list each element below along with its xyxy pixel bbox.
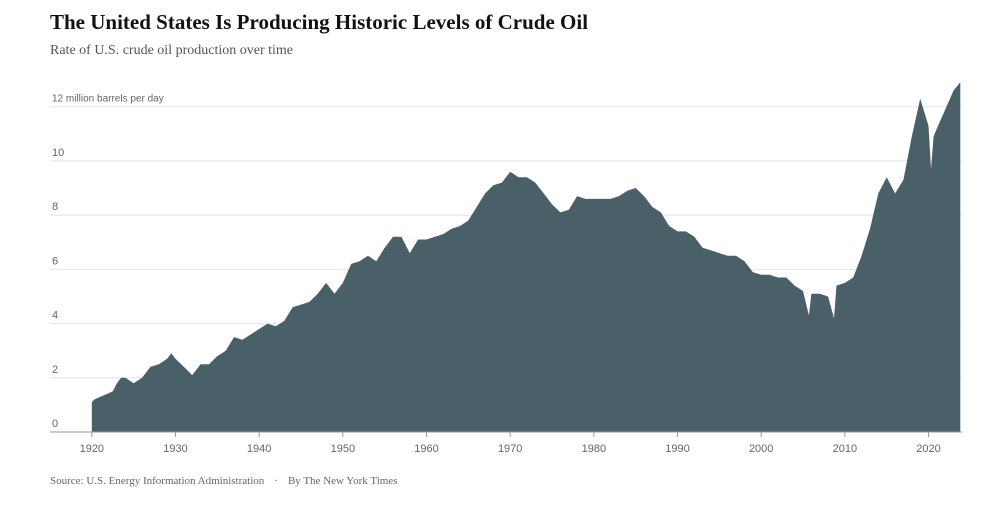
y-axis-unit-label: 12 million barrels per day: [52, 94, 164, 105]
chart-title: The United States Is Producing Historic …: [50, 10, 589, 34]
x-tick-label-2000: 2000: [749, 443, 773, 455]
x-tick-label-1950: 1950: [331, 443, 355, 455]
x-tick-label-1980: 1980: [582, 443, 606, 455]
x-tick-label-2010: 2010: [833, 443, 857, 455]
y-tick-label-6: 6: [52, 255, 58, 267]
y-tick-label-10: 10: [52, 147, 64, 159]
chart-subtitle: Rate of U.S. crude oil production over t…: [50, 43, 293, 58]
x-tick-label-2020: 2020: [916, 443, 940, 455]
source-note: Source: U.S. Energy Information Administ…: [50, 475, 265, 487]
x-tick-label-1970: 1970: [498, 443, 522, 455]
production-area: [91, 82, 961, 433]
area-chart: 0 2 4 6 8 10 1920 1930 1940 1950 1960 1970 1980 1990 2…: [50, 82, 962, 455]
y-tick-label-8: 8: [52, 201, 58, 213]
chart-footer: Source: U.S. Energy Information Administ…: [50, 475, 397, 487]
axes: 0 2 4 6 8 10 1920 1930 1940 1950 1960 1970 1980 1990 2…: [50, 147, 962, 455]
x-tick-label-1920: 1920: [80, 443, 104, 455]
x-tick-label-1960: 1960: [414, 443, 438, 455]
y-tick-label-2: 2: [52, 364, 58, 376]
y-tick-label-0: 0: [52, 418, 58, 430]
y-tick-label-4: 4: [52, 310, 58, 322]
x-tick-label-1940: 1940: [247, 443, 271, 455]
x-tick-label-1930: 1930: [163, 443, 187, 455]
footer-separator: ·: [274, 475, 278, 487]
byline: By The New York Times: [287, 475, 398, 487]
x-tick-label-1990: 1990: [665, 443, 689, 455]
